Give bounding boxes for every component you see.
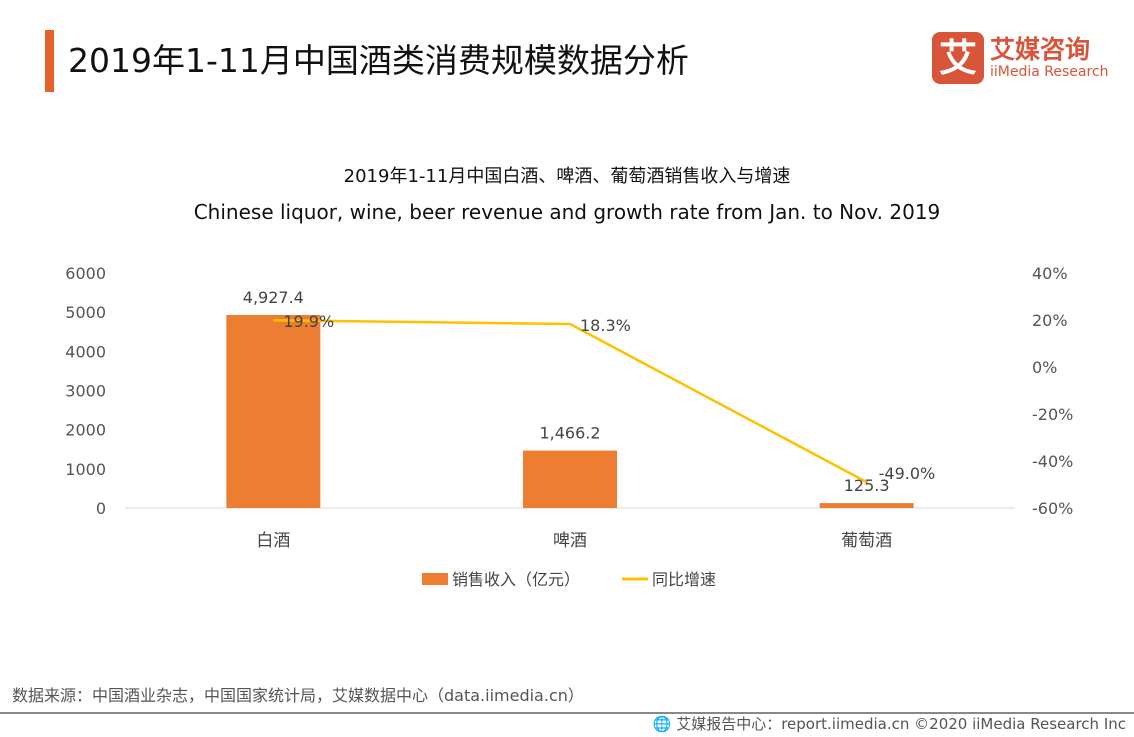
x-axis-tick: 啤酒 bbox=[553, 531, 587, 551]
left-axis-tick: 3000 bbox=[65, 382, 106, 401]
logo: 艾 艾媒咨询 iiMedia Research bbox=[932, 32, 1109, 84]
logo-en: iiMedia Research bbox=[990, 64, 1109, 80]
bar bbox=[226, 315, 321, 508]
bar-data-label: 1,466.2 bbox=[539, 424, 600, 443]
title-accent-bar bbox=[45, 30, 54, 92]
left-axis-tick: 5000 bbox=[65, 303, 106, 322]
legend-label-growth: 同比增速 bbox=[652, 570, 716, 589]
bar bbox=[523, 450, 617, 508]
right-axis-tick: 0% bbox=[1032, 358, 1057, 377]
logo-mark: 艾 bbox=[932, 32, 984, 84]
bar-data-label: 125.3 bbox=[844, 476, 890, 495]
chart-title: 2019年1-11月中国白酒、啤酒、葡萄酒销售收入与增速 bbox=[343, 166, 791, 187]
growth-line bbox=[273, 318, 868, 484]
footer-text: 艾媒报告中心：report.iimedia.cn ©2020 iiMedia R… bbox=[676, 715, 1126, 733]
source-note: 数据来源：中国酒业杂志，中国国家统计局，艾媒数据中心（data.iimedia.… bbox=[12, 686, 584, 705]
right-axis-tick: -20% bbox=[1032, 405, 1073, 424]
chart-subtitle: Chinese liquor, wine, beer revenue and g… bbox=[193, 200, 941, 224]
x-axis-tick: 葡萄酒 bbox=[841, 531, 892, 551]
bar bbox=[819, 503, 914, 508]
legend-swatch-revenue bbox=[422, 573, 448, 585]
right-axis-tick: -40% bbox=[1032, 452, 1073, 471]
left-axis-tick: 2000 bbox=[65, 421, 106, 440]
x-axis-tick: 白酒 bbox=[256, 531, 290, 551]
right-axis-tick: 40% bbox=[1032, 264, 1068, 283]
line-data-label: -49.0% bbox=[879, 464, 936, 483]
left-axis-tick: 1000 bbox=[65, 460, 106, 479]
line-data-label: 19.9% bbox=[283, 312, 334, 331]
chart: 0 1000 2000 3000 4000 5000 6000 -60% -40% -20% 0% 2… bbox=[65, 264, 1073, 589]
right-axis-tick: 20% bbox=[1032, 311, 1068, 330]
line-data-label: 18.3% bbox=[580, 316, 631, 335]
right-axis-tick: -60% bbox=[1032, 499, 1073, 518]
globe-icon: 🌐 bbox=[652, 715, 672, 733]
footer-divider bbox=[0, 712, 1134, 714]
page-title: 2019年1-11月中国酒类消费规模数据分析 bbox=[68, 41, 689, 80]
footer: 🌐 艾媒报告中心：report.iimedia.cn ©2020 iiMedia… bbox=[653, 713, 1126, 734]
left-axis-tick: 0 bbox=[96, 499, 106, 518]
legend-label-revenue: 销售收入（亿元） bbox=[452, 570, 580, 589]
left-axis-tick: 4000 bbox=[65, 342, 106, 361]
logo-cn: 艾媒咨询 bbox=[990, 35, 1091, 64]
left-axis-tick: 6000 bbox=[65, 264, 106, 283]
bar-data-label: 4,927.4 bbox=[243, 288, 304, 307]
